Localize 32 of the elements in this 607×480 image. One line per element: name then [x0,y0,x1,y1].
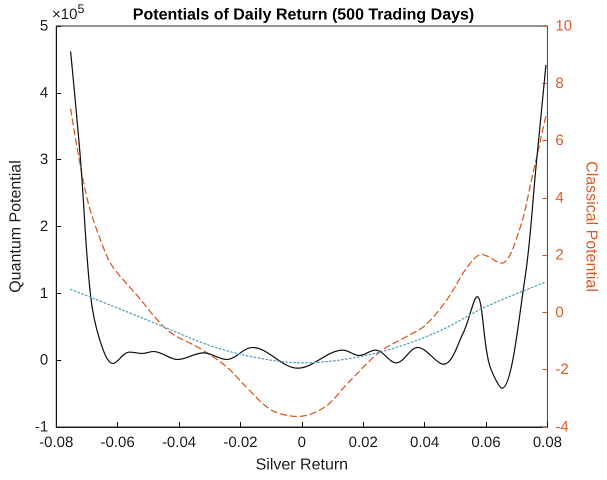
y2-tick-label: 6 [555,132,564,150]
y-tick-label: 2 [40,218,48,235]
y-tick-label: -1 [34,418,48,436]
text: ×10$^{5}$ [52,2,84,23]
y2-tick-label: -2 [555,361,569,378]
y2-tick-label: 0 [555,304,564,321]
y2-axis-title: Classical Potential [582,161,600,292]
x-tick-label: 0.06 [471,434,501,451]
x-tick-label: 0 [298,434,306,451]
x-tick-label: -0.04 [162,434,196,451]
x-tick-label: -0.06 [100,434,135,451]
y-tick-label: 3 [40,151,48,168]
y2-tick-label: 2 [555,246,564,264]
chart-title: Potentials of Daily Return (500 Trading Days) [132,6,474,24]
x-axis-title: Silver Return [256,456,348,474]
x-tick-label: 0.08 [532,434,562,451]
y-tick-label: 5 [40,18,48,34]
y2-tick-label: 10 [555,18,572,34]
y2-tick-label: -4 [555,418,569,436]
y-tick-label: 4 [40,84,48,102]
line-series [70,281,547,364]
y2-tick-label: 4 [555,189,564,206]
line-series [70,108,547,418]
y-tick-label: 1 [40,284,48,302]
y-tick-label: 0 [40,352,48,369]
line-series [70,51,547,389]
x-tick-label: -0.08 [39,434,74,451]
y-axis-title: Quantum Potential [8,160,24,293]
x-tick-label: 0.02 [348,434,378,451]
x-tick-label: 0.04 [410,434,440,451]
x-tick-label: -0.02 [223,434,258,451]
y2-tick-label: 8 [555,74,564,92]
